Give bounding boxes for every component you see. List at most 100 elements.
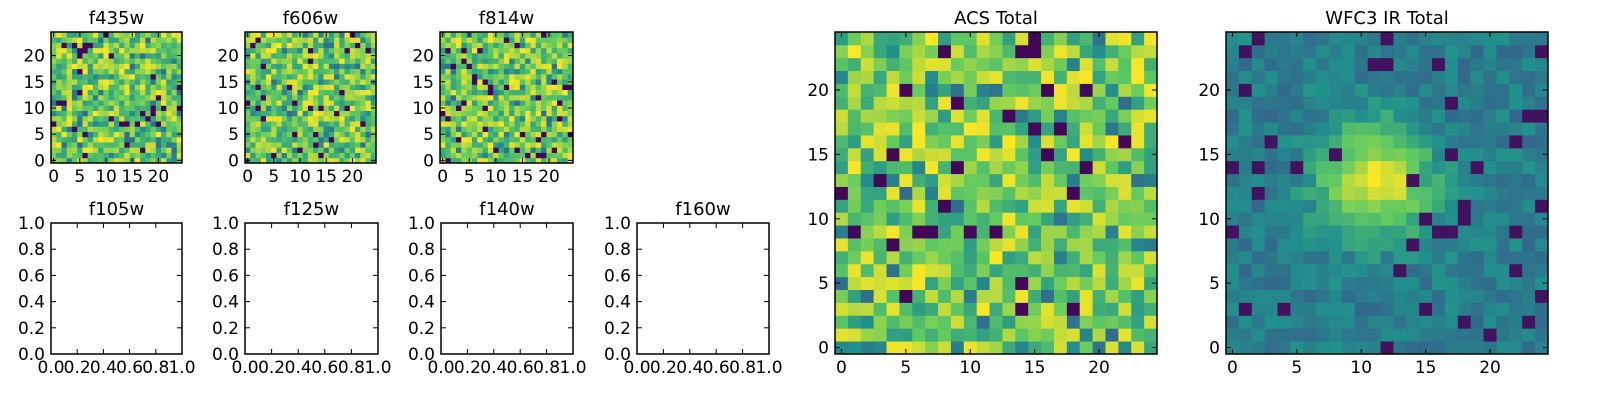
heatmap-cell xyxy=(339,63,345,70)
heatmap-cell xyxy=(176,121,183,127)
y-tick-label: 10 xyxy=(412,99,434,119)
heatmap-cell xyxy=(1131,186,1145,200)
heatmap-cell xyxy=(1079,160,1093,175)
heatmap-cell xyxy=(276,115,283,122)
heatmap-cell xyxy=(1002,109,1016,123)
heatmap-cell xyxy=(171,94,178,101)
heatmap-cell xyxy=(1380,160,1394,175)
heatmap-cell xyxy=(286,131,293,138)
heatmap-cell xyxy=(1457,263,1472,278)
heatmap-cell xyxy=(471,42,478,49)
heatmap-cell xyxy=(1290,135,1304,149)
heatmap-cell xyxy=(487,58,494,64)
heatmap-cell xyxy=(1303,147,1317,162)
heatmap-cell xyxy=(567,37,574,43)
heatmap-cell xyxy=(1118,199,1132,213)
heatmap-cell xyxy=(487,73,494,80)
heatmap-cell xyxy=(551,105,558,111)
heatmap-cell xyxy=(989,122,1003,136)
heatmap-cell xyxy=(1118,83,1132,97)
heatmap-cell xyxy=(98,63,104,70)
heatmap-cell xyxy=(557,42,563,49)
heatmap-cell xyxy=(557,115,563,122)
heatmap-cell xyxy=(344,94,351,101)
heatmap-cell xyxy=(328,157,335,164)
heatmap-cell xyxy=(1277,199,1291,213)
heatmap-cell xyxy=(509,105,515,111)
heatmap-cell xyxy=(912,83,926,97)
heatmap-cell xyxy=(260,89,267,96)
heatmap-cell xyxy=(66,131,73,138)
x-tick-label: 0 xyxy=(48,167,59,187)
heatmap-cell xyxy=(302,105,309,111)
heatmap-cell xyxy=(1144,341,1158,355)
heatmap-cell xyxy=(171,142,178,148)
heatmap-cell xyxy=(1393,238,1407,252)
y-tick-label: 10 xyxy=(23,99,45,119)
heatmap-cell xyxy=(461,68,467,75)
heatmap-cell xyxy=(77,136,83,143)
heatmap-cell xyxy=(938,225,952,239)
heatmap-cell xyxy=(461,115,467,122)
heatmap-cell xyxy=(1264,212,1278,226)
heatmap-cell xyxy=(498,73,505,80)
heatmap-cell xyxy=(1496,160,1510,175)
heatmap-cell xyxy=(1483,147,1497,162)
heatmap-cell xyxy=(873,96,887,110)
heatmap-cell xyxy=(265,47,272,54)
heatmap-cell xyxy=(498,79,505,85)
heatmap-cell xyxy=(1131,96,1145,110)
heatmap-cell xyxy=(551,157,558,164)
heatmap-cell xyxy=(108,94,115,101)
heatmap-cell xyxy=(124,147,130,153)
heatmap-cell xyxy=(514,100,521,106)
heatmap-cell xyxy=(1105,147,1119,162)
heatmap-cell xyxy=(471,94,478,101)
heatmap-cell xyxy=(1406,302,1420,316)
heatmap-cell xyxy=(365,79,372,85)
heatmap-cell xyxy=(1509,83,1523,97)
heatmap-cell xyxy=(482,100,489,106)
heatmap-cell xyxy=(318,42,324,49)
heatmap-cell xyxy=(150,37,157,43)
heatmap-cell xyxy=(61,105,68,111)
heatmap-cell xyxy=(360,126,366,132)
heatmap-cell xyxy=(265,84,272,91)
x-tick-label: 20 xyxy=(538,167,560,187)
heatmap-cell xyxy=(546,47,553,54)
heatmap-cell xyxy=(519,52,526,59)
heatmap-cell xyxy=(145,131,151,138)
heatmap-cell xyxy=(557,79,563,85)
heatmap-cell xyxy=(1483,109,1497,123)
heatmap-cell xyxy=(355,157,361,164)
heatmap-cell xyxy=(71,79,78,85)
heatmap-cell xyxy=(498,37,505,43)
heatmap-cell xyxy=(77,79,83,85)
heatmap-cell xyxy=(119,131,125,138)
heatmap-cell xyxy=(525,42,531,49)
heatmap-cell xyxy=(292,68,298,75)
heatmap-cell xyxy=(525,105,531,111)
heatmap-cell xyxy=(487,157,494,164)
heatmap-cell xyxy=(344,73,351,80)
heatmap-cell xyxy=(1264,147,1278,162)
heatmap-cell xyxy=(1290,341,1304,355)
heatmap-cell xyxy=(365,32,372,38)
heatmap-cell xyxy=(477,94,483,101)
heatmap-cell xyxy=(1028,44,1042,59)
heatmap-cell xyxy=(1406,147,1420,162)
heatmap-cell xyxy=(1264,341,1278,355)
heatmap-cell xyxy=(318,147,324,153)
heatmap-cell xyxy=(551,136,558,143)
heatmap-cell xyxy=(493,94,499,101)
heatmap-cell xyxy=(119,89,125,96)
heatmap-cell xyxy=(546,94,553,101)
heatmap-cell xyxy=(509,157,515,164)
heatmap-cell xyxy=(509,147,515,153)
heatmap-cell xyxy=(286,147,293,153)
heatmap-cell xyxy=(323,121,330,127)
heatmap-cell xyxy=(461,152,467,159)
heatmap-cell xyxy=(1329,212,1343,226)
heatmap-cell xyxy=(912,173,926,187)
heatmap-cell xyxy=(938,328,952,342)
